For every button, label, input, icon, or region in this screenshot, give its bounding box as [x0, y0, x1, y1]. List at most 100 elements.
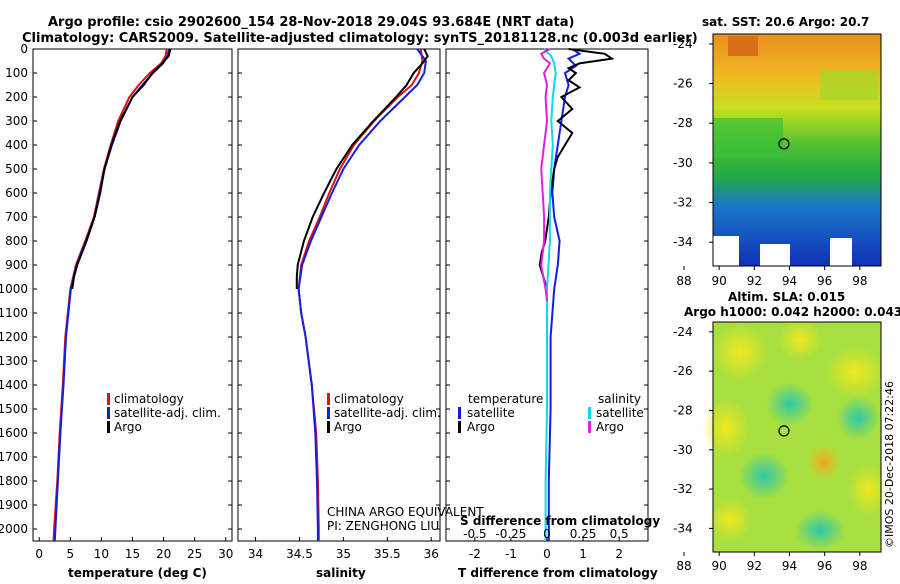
difference-xlabel: T difference from climatology	[458, 566, 658, 580]
depth-tick-label: 1100	[0, 306, 28, 320]
x-tick-label: 0	[35, 547, 43, 561]
lon-tick-label: 88	[676, 559, 691, 573]
temperature-plot: 0 5 10 15 20 25 30	[35, 48, 233, 561]
lat-tick-label: -30	[673, 443, 693, 457]
lon-tick-label: 88	[676, 274, 691, 288]
sst-warm-patch	[728, 36, 758, 56]
salinity-panel	[237, 48, 441, 542]
x-tick-label: 10	[94, 547, 109, 561]
lat-tick-label: -30	[673, 156, 693, 170]
sst-map	[712, 33, 882, 267]
depth-tick-label: 300	[5, 114, 28, 128]
x-tick-label: 20	[156, 547, 171, 561]
legend-swatch-satellite	[327, 407, 330, 419]
legend-label-sal-satellite: satellite	[596, 406, 644, 420]
lon-tick-label: 92	[747, 559, 762, 573]
lon-tick-label: 98	[852, 274, 867, 288]
salinity-legend: climatology satellite-adj. clim. Argo	[327, 392, 441, 434]
depth-tick-label: 800	[5, 234, 28, 248]
temperature-xlabel: temperature (deg C)	[68, 566, 207, 580]
legend-label-temp-argo: Argo	[467, 420, 495, 434]
sla-blob	[806, 444, 842, 480]
lat-tick-label: -28	[673, 116, 693, 130]
lat-tick-label: -34	[673, 235, 693, 249]
sla-argo-location-marker	[778, 425, 790, 437]
sla-blob	[708, 498, 752, 542]
sla-map-title: Altim. SLA: 0.015	[728, 290, 845, 304]
depth-tick-label: 0	[20, 42, 28, 56]
x-tick-label: 2	[615, 547, 623, 561]
legend-swatch-argo	[107, 421, 110, 433]
lat-tick-label: -34	[673, 521, 693, 535]
lat-tick-label: -26	[673, 77, 693, 91]
depth-tick-label: 1000	[0, 282, 28, 296]
x2-tick-label: 0.25	[570, 527, 597, 541]
legend-label-temp-satellite: satellite	[467, 406, 515, 420]
legend-swatch-sal-argo	[588, 421, 591, 433]
x-tick-label: -2	[469, 547, 481, 561]
annotation-program: CHINA ARGO EQUIVALENT	[327, 505, 484, 519]
x-tick-label: 34	[248, 547, 263, 561]
depth-tick-label: 1500	[0, 402, 28, 416]
sla-map-frame	[712, 321, 882, 553]
x-tick-label: 30	[218, 547, 233, 561]
lat-tick-label: -24	[673, 325, 693, 339]
lon-tick-label: 96	[817, 274, 832, 288]
depth-tick-label: 900	[5, 258, 28, 272]
difference-legend: temperature salinity satellite Argo sate…	[458, 392, 644, 434]
sla-blob	[825, 346, 885, 398]
sla-blob	[848, 464, 888, 516]
depth-tick-label: 1700	[0, 450, 28, 464]
x-tick-label: 0	[543, 547, 551, 561]
sla-blob	[794, 510, 846, 550]
depth-tick-label: 1600	[0, 426, 28, 440]
sst-land-gap	[760, 244, 790, 266]
lon-tick-label: 90	[712, 274, 727, 288]
x-tick-label: 35.5	[374, 547, 401, 561]
legend-swatch-satellite	[107, 407, 110, 419]
annotation-pi: PI: ZENGHONG LIU	[327, 519, 439, 533]
x-tick-label: 25	[187, 547, 202, 561]
lon-tick-label: 94	[782, 274, 797, 288]
sst-map-title: sat. SST: 20.6 Argo: 20.7	[702, 15, 869, 29]
sla-map	[702, 320, 888, 553]
lat-tick-label: -26	[673, 364, 693, 378]
x-tick-label: 35	[336, 547, 351, 561]
lat-tick-label: -28	[673, 403, 693, 417]
depth-tick-label: 200	[5, 90, 28, 104]
lon-tick-label: 98	[852, 559, 867, 573]
series-line-salinity-argo	[539, 48, 552, 302]
x2-tick-label: -0.25	[495, 527, 526, 541]
x2-tick-label: -0.5	[463, 527, 486, 541]
series-line-satellite-adj-clim-	[297, 48, 427, 541]
sst-map-axes: -24 -26 -28 -30 -32 -34 88 90 92 94 96 98	[673, 37, 867, 288]
x-tick-label: 1	[579, 547, 587, 561]
sst-land-gap	[830, 238, 852, 266]
legend-swatch-sal-satellite	[588, 407, 591, 419]
x-tick-label: -1	[505, 547, 517, 561]
sst-argo-location-marker	[778, 138, 790, 150]
temperature-legend: climatology satellite-adj. clim. Argo	[107, 392, 221, 434]
depth-tick-label: 500	[5, 162, 28, 176]
depth-tick-label: 600	[5, 186, 28, 200]
x-tick-label: 15	[125, 547, 140, 561]
sst-mid-band	[820, 70, 878, 100]
x2-tick-label: 0.5	[610, 527, 629, 541]
series-line-argo	[295, 48, 429, 289]
sla-map-axes: -24 -26 -28 -30 -32 -34 88 90 92 94 96 98	[673, 325, 867, 573]
series-line-salinity-satellite	[543, 48, 557, 541]
series-line-argo	[71, 48, 172, 290]
series-line-satellite-adj-clim-	[53, 48, 171, 542]
legend-label-argo: Argo	[334, 420, 362, 434]
x-tick-label: 36	[424, 547, 439, 561]
footer-timestamp: ©IMOS 20-Dec-2018 07:22:46	[883, 381, 896, 548]
depth-tick-label: 1900	[0, 498, 28, 512]
sst-land-gap	[713, 236, 739, 266]
sla-map-subtitle: Argo h1000: 0.042 h2000: 0.043	[684, 305, 900, 319]
legend-swatch-temp-satellite	[458, 407, 461, 419]
depth-axis: 0 100 200 300 400 500 600 700 800 900 1000 1100 1200…	[0, 42, 648, 536]
depth-tick-label: 1800	[0, 474, 28, 488]
lon-tick-label: 96	[817, 559, 832, 573]
depth-tick-label: 100	[5, 66, 28, 80]
